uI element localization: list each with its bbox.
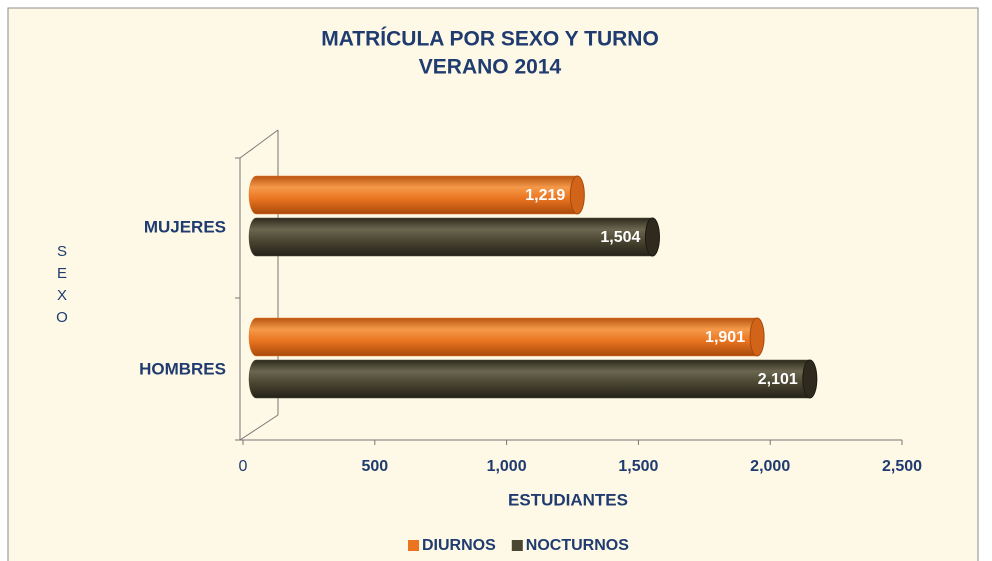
x-tick-label: 2,000 <box>750 458 790 475</box>
x-tick-label: 1,000 <box>487 458 527 475</box>
bar-cap <box>644 217 660 257</box>
x-axis-label: ESTUDIANTES <box>508 490 628 509</box>
value-label: 1,901 <box>705 329 745 346</box>
bar-cap <box>749 317 765 357</box>
value-label: 1,504 <box>600 229 640 246</box>
x-tick-label: 0 <box>239 458 248 475</box>
legend-label: NOCTURNOS <box>526 537 629 554</box>
bar <box>248 317 765 357</box>
legend-label: DIURNOS <box>422 537 496 554</box>
chart-subtitle: VERANO 2014 <box>419 56 562 79</box>
x-tick-label: 2,500 <box>882 458 922 475</box>
bar <box>248 217 660 257</box>
legend-swatch <box>511 540 523 551</box>
chart-title: MATRÍCULA POR SEXO Y TURNO <box>321 28 659 51</box>
y-tick-label: MUJERES <box>144 217 226 236</box>
chart-background <box>7 7 979 561</box>
y-tick-label: HOMBRES <box>139 359 226 378</box>
bar-cap <box>802 359 818 399</box>
bar <box>248 359 818 399</box>
legend-swatch <box>408 540 419 551</box>
x-tick-label: 500 <box>361 458 388 475</box>
value-label: 1,219 <box>525 187 565 204</box>
value-label: 2,101 <box>758 371 798 388</box>
x-tick-label: 1,500 <box>618 458 658 475</box>
bar-cap <box>569 175 585 215</box>
